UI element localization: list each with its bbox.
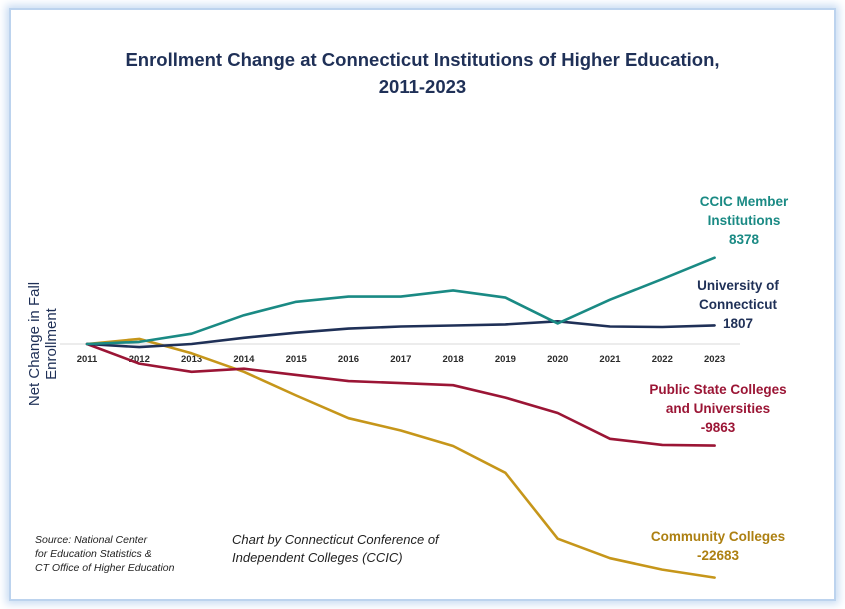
chart-title-line1: Enrollment Change at Connecticut Institu… xyxy=(125,49,720,70)
series-name-ccic-line2: Institutions xyxy=(707,213,781,228)
series-name-pscu-line1: Public State Colleges xyxy=(649,382,787,397)
series-name-uconn-line2: Connecticut xyxy=(698,297,777,312)
series-label-uconn: University of Connecticut 1807 xyxy=(648,276,828,333)
chart-credit: Chart by Connecticut Conference of Indep… xyxy=(232,531,439,567)
x-tick-label-2020: 2020 xyxy=(547,354,568,365)
x-tick-label-2018: 2018 xyxy=(443,354,464,365)
source-line3: CT Office of Higher Education xyxy=(35,562,175,574)
series-label-cc: Community Colleges -22683 xyxy=(628,527,808,565)
chart-title-line2: 2011-2023 xyxy=(378,76,467,97)
source-line2: for Education Statistics & xyxy=(35,548,152,560)
x-tick-label-2013: 2013 xyxy=(181,354,202,365)
x-tick-label-2016: 2016 xyxy=(338,354,359,365)
series-line-cc xyxy=(85,337,716,579)
x-tick-label-2015: 2015 xyxy=(286,354,308,365)
source-line1: Source: National Center xyxy=(35,534,148,546)
series-end-value-pscu: -9863 xyxy=(700,420,736,435)
x-tick-label-2021: 2021 xyxy=(599,354,621,365)
series-end-value-cc: -22683 xyxy=(696,548,740,563)
series-line-uconn xyxy=(85,319,716,349)
credit-line2: Independent Colleges (CCIC) xyxy=(232,550,403,565)
chart-title: Enrollment Change at Connecticut Institu… xyxy=(0,46,845,100)
x-tick-label-2012: 2012 xyxy=(129,354,150,365)
x-tick-label-2022: 2022 xyxy=(652,354,673,365)
series-end-value-ccic: 8378 xyxy=(728,232,760,247)
series-line-ccic xyxy=(85,256,716,346)
series-name-uconn-line1: University of xyxy=(697,278,779,293)
series-line-pscu xyxy=(85,342,716,447)
source-note: Source: National Center for Education St… xyxy=(35,533,174,575)
x-tick-label-2014: 2014 xyxy=(233,354,255,365)
series-label-ccic: CCIC Member Institutions 8378 xyxy=(654,192,834,249)
series-name-cc-line1: Community Colleges xyxy=(650,529,786,544)
series-name-pscu-line2: and Universities xyxy=(665,401,771,416)
credit-line1: Chart by Connecticut Conference of xyxy=(232,532,439,547)
series-label-pscu: Public State Colleges and Universities -… xyxy=(618,380,818,437)
x-tick-label-2017: 2017 xyxy=(390,354,411,365)
series-name-ccic-line1: CCIC Member xyxy=(699,194,789,209)
chart-frame xyxy=(9,8,836,601)
x-tick-label-2023: 2023 xyxy=(704,354,725,365)
series-end-value-uconn: 1807 xyxy=(722,316,754,331)
x-tick-label-2011: 2011 xyxy=(77,354,98,365)
x-tick-label-2019: 2019 xyxy=(495,354,516,365)
